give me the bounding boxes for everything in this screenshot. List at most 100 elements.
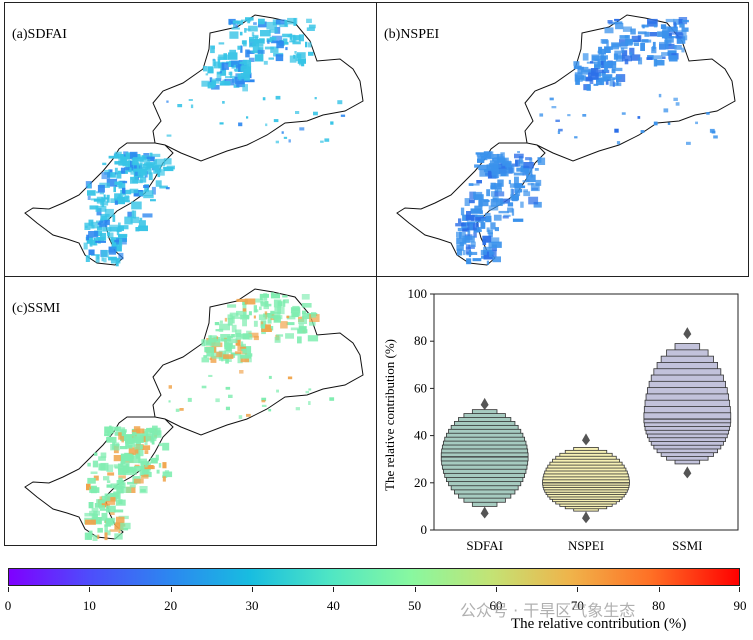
pixel-patch — [108, 256, 117, 261]
pixel-patch — [275, 140, 279, 144]
pixel-patch — [102, 162, 107, 166]
pixel-patch — [114, 151, 122, 158]
pixel-patch — [104, 433, 110, 437]
pixel-patch — [133, 468, 137, 475]
pixel-patch — [242, 308, 247, 312]
pixel-patch — [629, 52, 633, 58]
pixel-patch — [676, 36, 686, 44]
pixel-patch — [132, 433, 143, 437]
pixel-patch — [631, 54, 641, 61]
pixel-patch — [221, 338, 232, 342]
pixel-patch — [99, 508, 111, 511]
pixel-patch — [620, 47, 625, 54]
pixel-patch — [622, 55, 632, 62]
pixel-patch — [502, 216, 509, 219]
pixel-patch — [667, 122, 671, 125]
pixel-patch — [313, 111, 318, 116]
pixel-patch — [248, 311, 252, 316]
pixel-patch — [494, 191, 505, 197]
pixel-patch — [229, 312, 239, 317]
pixel-patch — [682, 35, 688, 41]
pixel-patch — [114, 198, 118, 205]
pixel-patch — [630, 28, 636, 35]
pixel-patch — [287, 376, 293, 380]
pixel-patch — [271, 35, 283, 43]
pixel-patch — [301, 294, 310, 300]
pixel-patch — [114, 181, 123, 185]
pixel-patch — [138, 191, 143, 196]
pixel-patch — [244, 298, 256, 305]
pixel-patch — [274, 315, 279, 322]
pixel-patch — [142, 436, 146, 443]
pixel-patch — [481, 256, 486, 259]
pixel-patch — [612, 67, 623, 72]
pixel-patch — [523, 162, 534, 169]
pixel-patch — [125, 152, 128, 157]
pixel-patch — [158, 443, 163, 447]
pixel-patch — [177, 104, 183, 108]
pixel-patch — [557, 130, 561, 134]
pixel-patch — [240, 356, 249, 363]
map-nspei — [396, 14, 736, 266]
pixel-patch — [600, 61, 606, 69]
pixel-patch — [145, 429, 156, 433]
pixel-patch — [245, 17, 254, 21]
pixel-patch — [168, 400, 171, 403]
pixel-patch — [209, 339, 221, 347]
pixel-patch — [107, 436, 111, 442]
contribution-pixels — [84, 292, 335, 541]
pixel-patch — [148, 172, 153, 181]
pixel-patch — [115, 426, 122, 432]
pixel-patch — [267, 313, 273, 318]
pixel-patch — [242, 318, 247, 327]
pixel-patch — [469, 223, 473, 231]
pixel-patch — [517, 151, 520, 154]
colorbar-tick-label: 50 — [408, 598, 422, 613]
pixel-patch — [593, 83, 599, 86]
pixel-patch — [144, 450, 149, 454]
y-tick-label: 80 — [414, 333, 427, 348]
pixel-patch — [129, 455, 141, 464]
pixel-patch — [274, 306, 281, 314]
pixel-patch — [96, 236, 105, 240]
pixel-patch — [261, 400, 266, 403]
pixel-patch — [483, 250, 487, 255]
pixel-patch — [242, 333, 250, 340]
pixel-patch — [275, 54, 284, 62]
pixel-patch — [594, 64, 601, 70]
pixel-patch — [476, 180, 482, 184]
pixel-patch — [240, 61, 245, 65]
pixel-patch — [118, 470, 123, 475]
pixel-patch — [462, 250, 466, 256]
pixel-patch — [98, 456, 106, 461]
pixel-patch — [537, 157, 542, 163]
pixel-patch — [492, 196, 499, 203]
pixel-patch — [486, 260, 489, 265]
x-tick-label: SSMI — [672, 538, 702, 553]
pixel-patch — [663, 108, 669, 113]
pixel-patch — [240, 72, 250, 81]
y-axis-title: The relative contribution (%) — [382, 339, 397, 491]
pixel-patch — [100, 201, 109, 206]
pixel-patch — [212, 59, 216, 67]
pixel-patch — [305, 41, 308, 48]
pixel-patch — [658, 93, 662, 98]
pixel-patch — [243, 312, 246, 318]
pixel-patch — [114, 426, 119, 431]
pixel-patch — [146, 427, 154, 431]
pixel-patch — [239, 31, 243, 36]
pixel-patch — [139, 217, 143, 221]
contribution-pixels — [455, 17, 718, 265]
colorbar-tick-label: 0 — [4, 598, 12, 613]
pixel-patch — [598, 72, 603, 77]
pixel-patch — [504, 157, 509, 164]
pixel-patch — [138, 225, 148, 232]
pixel-patch — [514, 188, 521, 193]
pixel-patch — [230, 352, 241, 356]
pixel-patch — [100, 232, 107, 241]
pixel-patch — [276, 40, 284, 49]
pixel-patch — [120, 167, 126, 174]
pixel-patch — [241, 40, 247, 45]
pixel-patch — [465, 214, 475, 221]
pixel-patch — [134, 444, 143, 450]
